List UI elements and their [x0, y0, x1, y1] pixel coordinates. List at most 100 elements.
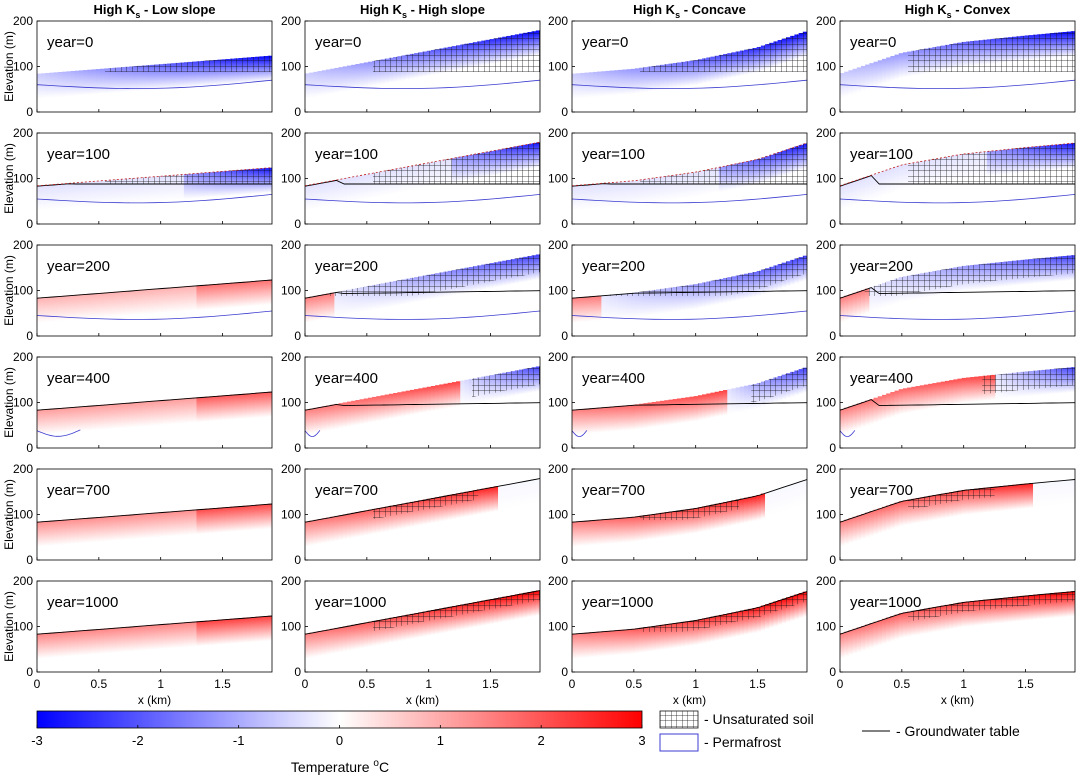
temperature-cell [840, 297, 845, 323]
temperature-cell [162, 287, 168, 313]
temperature-cell [584, 408, 590, 434]
temperature-cell [580, 296, 586, 322]
temperature-cell [902, 500, 908, 526]
temperature-cell [890, 56, 896, 82]
temperature-cell [898, 389, 904, 415]
temperature-cell [860, 401, 866, 427]
temperature-cell [978, 488, 984, 514]
temperature-cell [255, 616, 261, 642]
temperature-cell [108, 516, 114, 542]
temperature-cell [234, 394, 240, 420]
surface-outline [840, 142, 1075, 187]
year-label: year=0 [47, 34, 93, 51]
panel-high_slope-year-100: 0 100 200 year=100 [281, 126, 541, 231]
temperature-cell [693, 508, 699, 534]
temperature-cell [305, 185, 310, 211]
temperature-cell [498, 597, 503, 623]
panel-body [572, 591, 807, 659]
temperature-cell [359, 175, 365, 201]
y-axis-label: Elevation (m) [2, 255, 16, 326]
temperature-cell [664, 64, 670, 90]
temperature-cell [57, 295, 63, 322]
temperature-cell [263, 504, 269, 530]
y-tick-label: 0 [26, 329, 33, 343]
temperature-cell [95, 629, 101, 655]
temperature-cell [890, 616, 896, 642]
temperature-cell [330, 68, 335, 94]
temperature-cell [597, 295, 602, 321]
temperature-cell [848, 406, 854, 432]
temperature-cell [1037, 482, 1043, 508]
temperature-cell [37, 521, 42, 547]
year-label: year=200 [47, 258, 110, 275]
panel-low_slope-year-100: 0 100 200 year=100 [13, 126, 273, 231]
temperature-cell [676, 62, 682, 88]
temperature-cell [991, 486, 996, 512]
temperature-cell [634, 292, 640, 318]
temperature-cell [514, 594, 520, 620]
x-tick-label: 0.5 [893, 677, 910, 691]
temperature-cell [961, 489, 967, 515]
permafrost-contour [37, 194, 272, 204]
unsaturated-soil-region [105, 55, 272, 72]
temperature-cell [580, 408, 586, 434]
y-tick-label: 100 [13, 508, 33, 522]
temperature-cell [911, 386, 917, 412]
temperature-cell [74, 630, 80, 656]
temperature-cell [137, 177, 143, 203]
temperature-cell [630, 404, 636, 430]
panel-concave-year-700: 0 100 200 year=700 [548, 462, 808, 567]
year-label: year=1000 [47, 594, 118, 611]
temperature-cell [634, 516, 640, 542]
y-tick-label: 200 [13, 14, 33, 28]
temperature-cell [856, 291, 862, 317]
temperature-cell [1070, 591, 1075, 617]
groundwater-table-line [305, 590, 540, 635]
temperature-cell [87, 517, 93, 543]
temperature-cell [209, 172, 214, 198]
temperature-cell [162, 399, 168, 425]
temperature-cell [158, 176, 164, 202]
temperature-cell [49, 520, 55, 546]
temperature-cell [592, 407, 598, 433]
x-axis-label: x (km) [673, 693, 706, 707]
legend-permafrost-swatch [659, 733, 699, 752]
temperature-cell [944, 604, 950, 630]
temperature-cell [196, 285, 202, 311]
temperature-cell [146, 401, 151, 427]
temperature-cell [681, 621, 686, 647]
temperature-cell [576, 633, 581, 659]
unsaturated-soil-region [329, 254, 540, 296]
temperature-cell [572, 297, 577, 323]
temperature-cell [342, 514, 348, 540]
temperature-cell [430, 609, 436, 636]
temperature-cell [718, 502, 724, 528]
temperature-cell [1054, 592, 1059, 618]
temperature-cell [1024, 595, 1030, 621]
temperature-cell [342, 66, 348, 92]
temperature-cell [192, 285, 198, 311]
temperature-cell [346, 625, 352, 651]
temperature-cell [317, 295, 323, 321]
temperature-cell [78, 294, 84, 320]
y-tick-label: 100 [281, 620, 301, 634]
column-title-1: High Ks - High slope [360, 2, 485, 20]
column-title-suffix: - Convex [952, 2, 1011, 17]
temperature-cell [697, 395, 703, 421]
temperature-cell [397, 616, 403, 642]
temperature-cell [668, 623, 674, 649]
temperature-cell [898, 165, 904, 191]
temperature-cell [852, 516, 858, 542]
temperature-cell [886, 617, 891, 643]
temperature-cell [852, 292, 858, 318]
temperature-cell [597, 71, 602, 97]
temperature-cell [367, 509, 373, 535]
temperature-cell [41, 633, 46, 659]
temperature-cell [464, 379, 470, 405]
unsaturated-soil-region [472, 366, 540, 397]
permafrost-contour [572, 194, 807, 204]
temperature-cell [655, 401, 661, 427]
temperature-cell [601, 407, 607, 433]
temperature-cell [1024, 483, 1030, 509]
temperature-cell [388, 393, 394, 419]
